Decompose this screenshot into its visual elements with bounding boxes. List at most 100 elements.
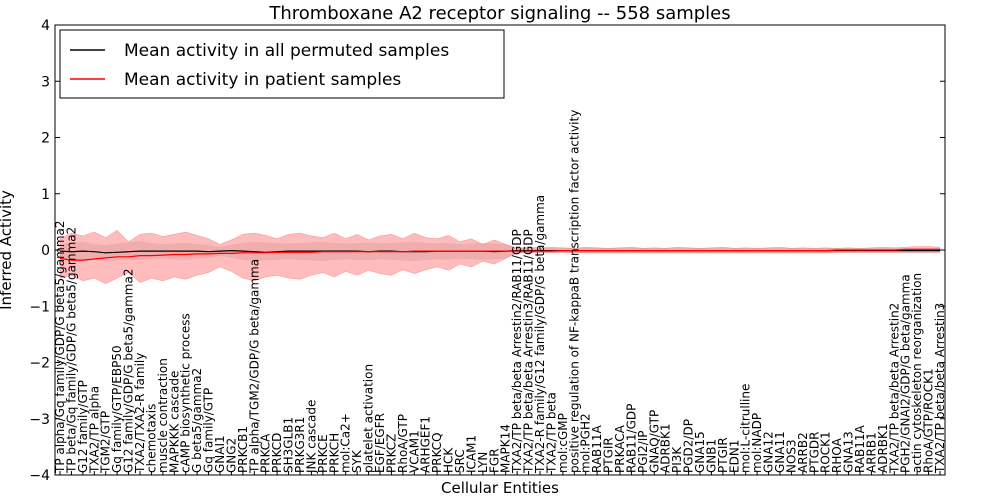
x-tick-label: EDN1: [727, 440, 741, 473]
x-tick-label: platelet activation: [362, 364, 376, 473]
x-tick-label: PTGIR: [716, 437, 730, 473]
chart-title: Thromboxane A2 receptor signaling -- 558…: [268, 3, 730, 24]
x-axis-ticks: [59, 471, 941, 475]
plot-frame: [54, 24, 946, 476]
x-tick-label: NOS3: [784, 439, 798, 473]
y-tick-label: −1: [29, 299, 50, 315]
x-tick-label: TP alpha/TGM2/GDP/G beta/gamma: [247, 259, 261, 474]
y-axis-label: Inferred Activity: [0, 190, 15, 310]
x-tick-label: mol:NADP: [750, 413, 764, 473]
x-tick-label: GNG2: [224, 438, 238, 473]
x-tick-label: LYN: [476, 452, 490, 473]
x-tick-label: muscle contraction: [156, 358, 170, 473]
x-tick-label: PRKCB1: [236, 426, 250, 473]
x-tick-label: Gq family/GTP/EBP50: [110, 345, 124, 473]
x-tick-label: PRKCE: [316, 434, 330, 473]
legend-box: [59, 29, 505, 99]
x-tick-label: RAB11A: [590, 424, 604, 473]
x-tick-label: RAB11A: [853, 424, 867, 473]
x-tick-label: actin cytoskeleton reorganization: [910, 273, 924, 473]
x-tick-label: PTGIR: [602, 437, 616, 473]
legend: Mean activity in all permuted samples Me…: [59, 29, 505, 99]
x-tick-label: PRKCD: [270, 433, 284, 473]
x-tick-label: PRKCA: [259, 433, 273, 473]
x-tick-label: TXA2-R family/G12 family/GDP/G beta/gamm…: [533, 195, 547, 474]
x-tick-label: MAPK14: [499, 424, 513, 473]
legend-label-patient: Mean activity in patient samples: [124, 70, 401, 90]
x-tick-label: TGM2/GTP: [99, 411, 113, 474]
x-tick-label: RAB11/GDP: [624, 404, 638, 473]
x-tick-label: GNA15: [693, 431, 707, 473]
x-axis-label: Cellular Entities: [441, 479, 559, 497]
x-tick-label: PRKCZ: [384, 434, 398, 473]
x-tick-label: cAMP biosynthetic process: [179, 313, 193, 473]
x-tick-label: PRKACA: [613, 424, 627, 473]
x-tick-label: TXA2/TP beta/beta Arrestin3/RAB11/GDP: [522, 229, 536, 474]
x-tick-label: chemotaxis: [144, 404, 158, 473]
x-tick-label: ADRBK1: [876, 423, 890, 473]
x-tick-label: mol:Ca2+: [339, 413, 353, 473]
x-tick-label: RhoA/GTP/ROCK1: [922, 368, 936, 473]
x-tick-label: SH3GLB1: [282, 417, 296, 473]
y-tick-label: −4: [29, 468, 50, 484]
x-tick-label: TP alpha/Gq family/GDP/G beta5/gamma2: [53, 220, 67, 474]
y-tick-label: 2: [41, 131, 50, 147]
y-tick-label: 3: [41, 74, 50, 90]
x-tick-labels: TP alpha/Gq family/GDP/G beta5/gamma2 TP …: [53, 110, 947, 474]
series-line-patient: [59, 248, 940, 261]
x-tick-label: GNA11: [773, 431, 787, 473]
x-tick-label: PRKCQ: [430, 432, 444, 473]
y-tick-label: 1: [41, 187, 50, 203]
x-tick-label: PGI2/IP: [636, 430, 650, 473]
x-tick-label: positive regulation of NF-kappaB transcr…: [567, 110, 581, 473]
x-tick-label: ARRB1: [864, 432, 878, 473]
x-tick-label: ICAM1: [464, 435, 478, 473]
x-tick-label: G12 family/GDP/G beta5/gamma2: [122, 269, 136, 473]
x-tick-label: PRKCH: [327, 433, 341, 473]
x-tick-label: PGH2/GNAI2/GDP/G beta/gamma: [899, 274, 913, 473]
x-tick-label: G12 family/GTP: [76, 380, 90, 473]
x-tick-label: MAPKKK cascade: [167, 371, 181, 473]
x-tick-label: GNAI1: [213, 435, 227, 473]
x-tick-label: Gq family/GTP: [202, 388, 216, 473]
x-tick-label: PGD2/DP: [682, 419, 696, 473]
x-tick-label: TXA2/TP beta/beta Arrestin3: [933, 303, 947, 474]
x-tick-label: GNB1: [704, 439, 718, 473]
x-tick-label: JNK cascade: [304, 400, 318, 474]
x-tick-label: mol:L-citrulline: [739, 384, 753, 473]
x-tick-label: PTGDR: [807, 432, 821, 473]
x-tick-label: ARRB2: [796, 432, 810, 473]
x-tick-label: mol:PGH2: [579, 413, 593, 473]
series-lines: [59, 248, 940, 261]
confidence-bands: [59, 229, 941, 285]
x-tick-label: G beta5/gamma2: [190, 368, 204, 473]
x-tick-label: GNA12: [762, 431, 776, 473]
confidence-band-patient: [59, 229, 941, 285]
x-tick-label: VCAM1: [407, 430, 421, 473]
y-tick-label: −2: [29, 356, 50, 372]
x-tick-label: PRKG3R1: [293, 417, 307, 473]
x-tick-label: TXA2/TXA2-R family: [133, 353, 147, 474]
x-tick-label: EGF/EGFR: [373, 413, 387, 473]
y-tick-label: 0: [41, 243, 50, 259]
x-tick-label: mol:cGMP: [556, 413, 570, 473]
x-tick-label: ARHGEF1: [419, 416, 433, 473]
x-tick-label: ROCK1: [819, 431, 833, 473]
x-tick-label: RHOA: [830, 437, 844, 473]
x-tick-label: SYK: [350, 449, 364, 473]
x-tick-label: ADRBK1: [659, 423, 673, 473]
x-tick-label: HCK: [442, 447, 456, 473]
x-tick-label: TXA2/TP beta/beta Arrestin2/RAB11/GDP: [510, 229, 524, 474]
x-tick-label: TXA2/TP beta: [544, 392, 558, 474]
y-tick-label: −3: [29, 412, 50, 428]
x-tick-label: GNA13: [842, 431, 856, 473]
x-tick-label: TXA2/TP beta/beta Arrestin2: [887, 303, 901, 474]
x-tick-label: TXA2/TP alpha: [87, 386, 101, 474]
x-tick-label: SRC: [453, 449, 467, 473]
x-tick-label: FGR: [487, 448, 501, 473]
x-tick-label: PI3K: [670, 446, 684, 473]
x-tick-label: RhoA/GTP: [396, 414, 410, 473]
legend-label-permuted: Mean activity in all permuted samples: [124, 41, 449, 61]
y-tick-label: 4: [41, 18, 50, 34]
